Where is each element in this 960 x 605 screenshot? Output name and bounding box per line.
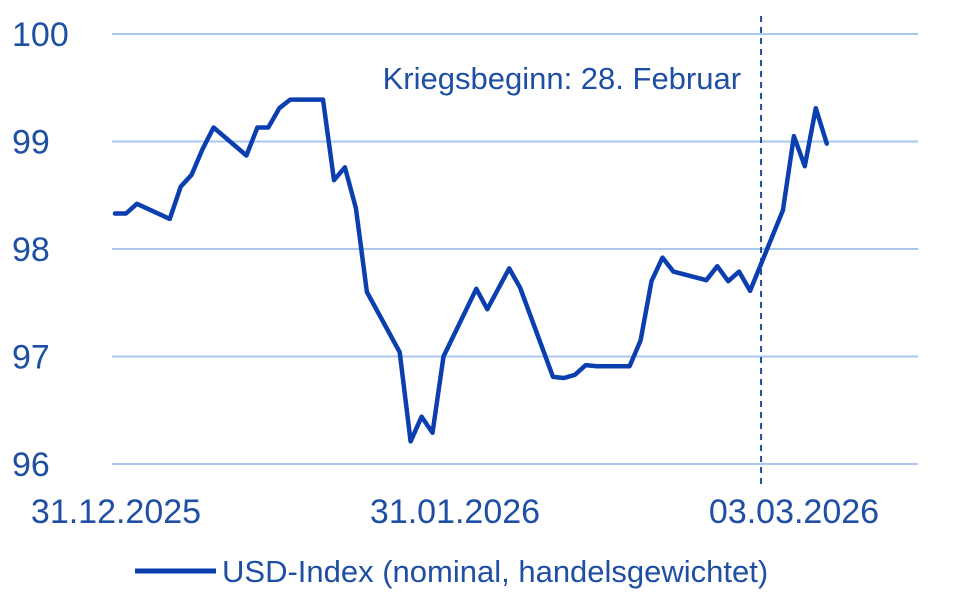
x-tick-label: 31.01.2026 [370, 493, 540, 531]
y-tick-label: 99 [12, 124, 50, 162]
legend: USD-Index (nominal, handelsgewichtet) [135, 554, 768, 589]
gridlines [112, 33, 918, 465]
x-tick-label: 31.12.2025 [31, 493, 201, 531]
legend-label: USD-Index (nominal, handelsgewichtet) [222, 554, 768, 589]
x-axis-ticks: 31.12.2025 31.01.2026 03.03.2026 [31, 493, 879, 531]
y-tick-label: 100 [12, 16, 69, 54]
y-tick-label: 96 [12, 446, 50, 484]
usd-index-line [112, 97, 830, 444]
y-axis-ticks: 96 97 98 99 100 [12, 16, 69, 484]
war-start-annotation: Kriegsbeginn: 28. Februar [383, 61, 741, 96]
x-tick-label: 03.03.2026 [709, 493, 879, 531]
y-tick-label: 97 [12, 339, 50, 377]
y-tick-label: 98 [12, 231, 50, 269]
